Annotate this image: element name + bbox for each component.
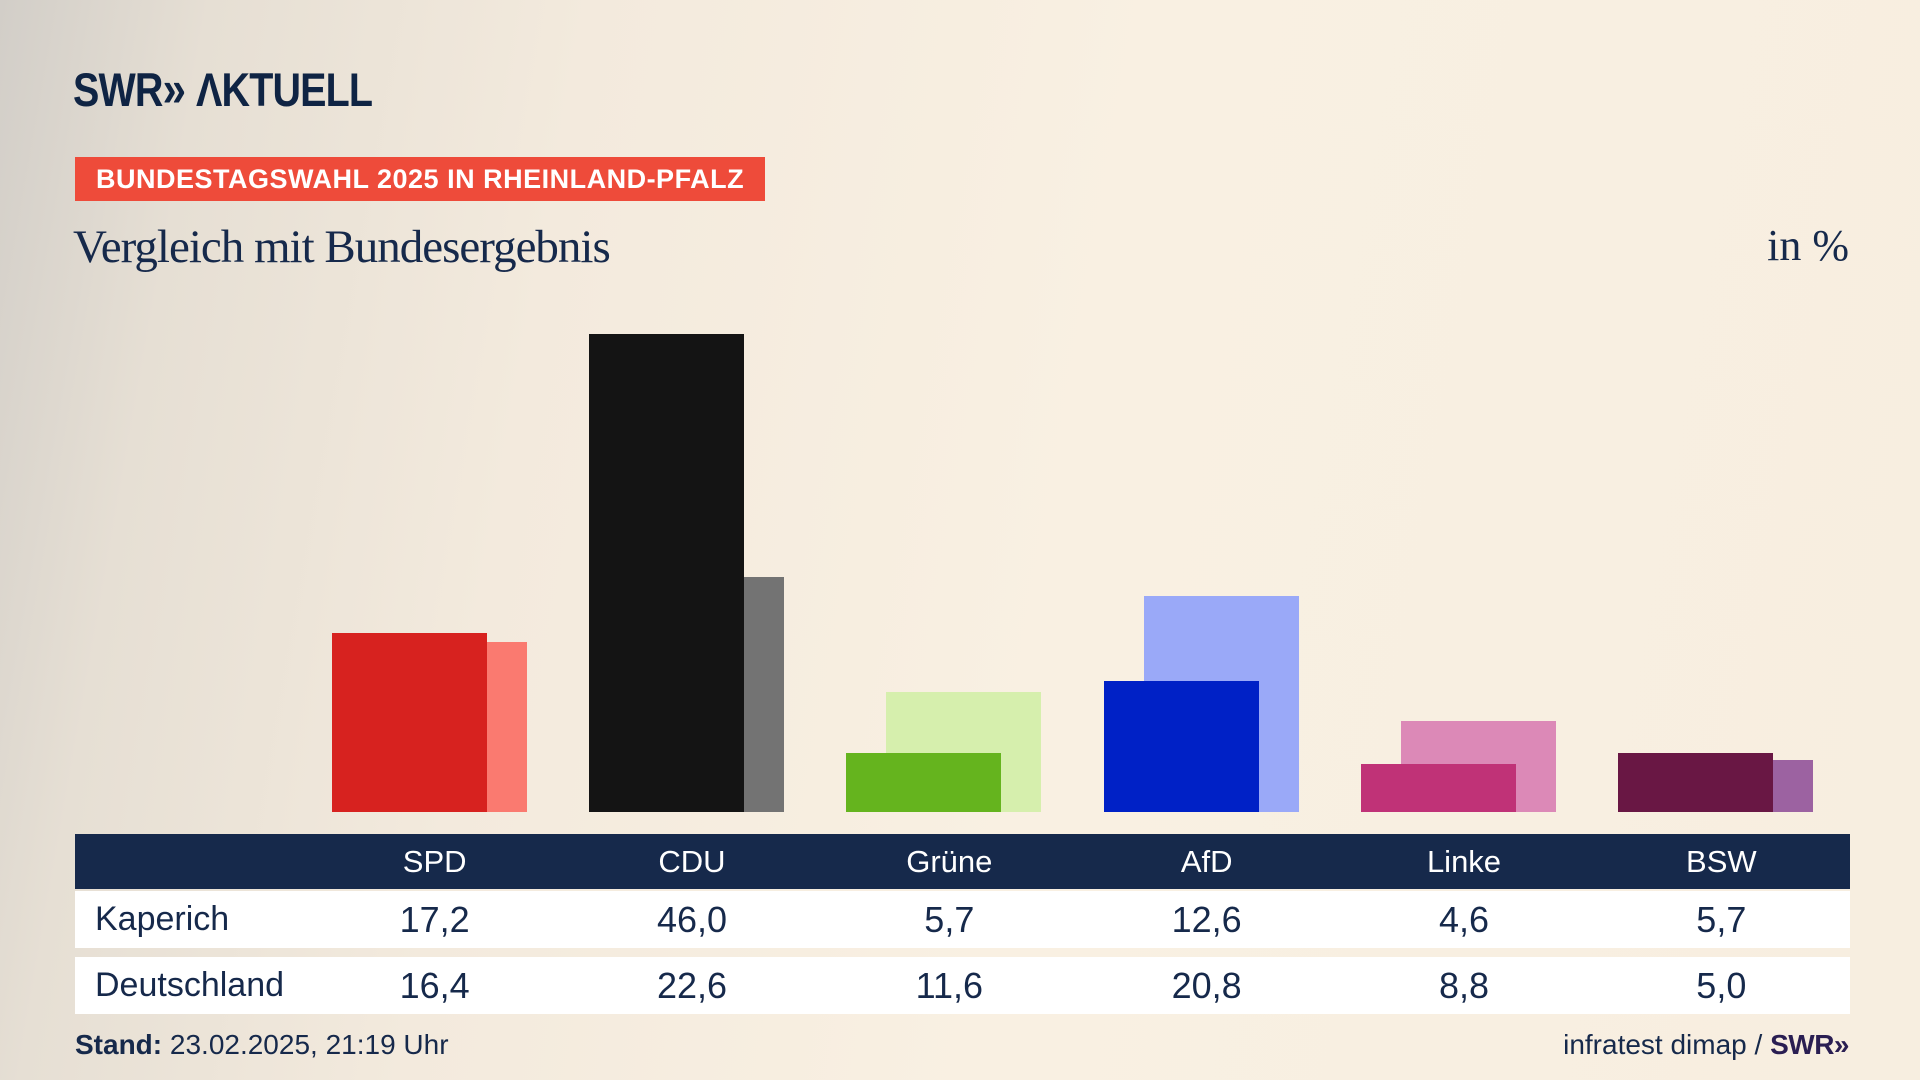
value-kaperich-spd: 17,2 [399, 898, 470, 940]
election-badge: BUNDESTAGSWAHL 2025 IN RHEINLAND-PFALZ [75, 157, 766, 201]
source-swr-logo: SWR» [1770, 1029, 1849, 1060]
bar-kaperich-bsw [1618, 752, 1774, 812]
value-deutschland-spd: 16,4 [399, 964, 470, 1006]
table-header-row: SPD CDU Grüne AfD Linke BSW [75, 834, 1850, 889]
table-header-spd: SPD [402, 843, 467, 879]
value-kaperich-cdu: 46,0 [656, 898, 728, 940]
results-table: SPD CDU Grüne AfD Linke BSW Kaperich 17,… [75, 834, 1850, 1014]
bar-kaperich-cdu [588, 334, 744, 812]
table-row-kaperich: Kaperich 17,2 46,0 5,7 12,6 4,6 5,7 [75, 891, 1850, 948]
table-header-bsw: BSW [1686, 843, 1757, 879]
unit-label: in % [1767, 221, 1849, 270]
value-kaperich-linke: 4,6 [1438, 898, 1490, 940]
bar-kaperich-linke [1360, 764, 1516, 812]
stand-value: 23.02.2025, 21:19 Uhr [162, 1029, 449, 1060]
source-credit: infratest dimap / SWR» [1563, 1029, 1849, 1061]
logo-aktuell-text: ΛKTUELL [196, 63, 373, 116]
table-header-afd: AfD [1180, 843, 1233, 879]
logo-swr-text: SWR [73, 63, 163, 116]
value-deutschland-bsw: 5,0 [1696, 964, 1747, 1006]
table-row-deutschland: Deutschland 16,4 22,6 11,6 20,8 8,8 5,0 [75, 957, 1850, 1014]
value-deutschland-gruene: 11,6 [915, 964, 984, 1006]
table-header-linke: Linke [1426, 843, 1502, 879]
bar-kaperich-afd [1103, 681, 1259, 812]
source-text: infratest dimap / [1563, 1029, 1771, 1060]
stand-label: Stand: [75, 1029, 163, 1060]
row-label: Deutschland [95, 966, 285, 1004]
row-label: Kaperich [95, 900, 230, 938]
value-kaperich-afd: 12,6 [1171, 898, 1242, 940]
value-kaperich-gruene: 5,7 [924, 898, 975, 940]
value-kaperich-bsw: 5,7 [1696, 898, 1747, 940]
value-deutschland-linke: 8,8 [1438, 964, 1490, 1006]
chart-area [75, 300, 1850, 812]
bar-kaperich-spd [331, 633, 487, 812]
bar-kaperich-grüne [846, 752, 1002, 812]
swr-aktuell-logo: SWR» ΛKTUELL [73, 60, 373, 118]
logo-double-chevron-icon: » [162, 61, 186, 117]
chart-title: Vergleich mit Bundesergebnis [73, 221, 611, 273]
table-header-cdu: CDU [658, 843, 726, 879]
value-deutschland-afd: 20,8 [1171, 964, 1242, 1006]
value-deutschland-cdu: 22,6 [656, 964, 728, 1006]
timestamp: Stand: 23.02.2025, 21:19 Uhr [75, 1029, 449, 1061]
table-header-gruene: Grüne [906, 843, 993, 879]
